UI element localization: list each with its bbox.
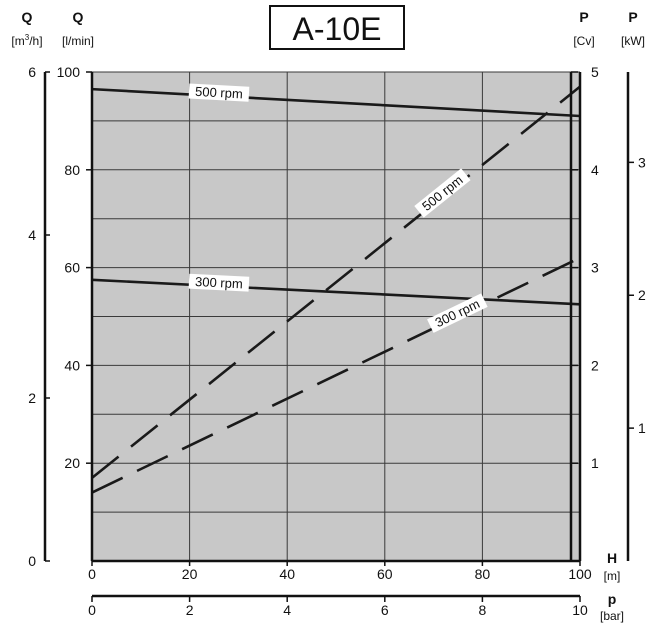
- q-lmin-ticks: 20 40 60 80 100: [57, 64, 92, 471]
- p-kw-symbol: P: [628, 9, 637, 25]
- p-bar-tick-label: 4: [283, 602, 291, 618]
- p-cv-tick-label: 3: [591, 260, 599, 276]
- series-line-power-300-rpm: [91, 256, 581, 494]
- title-box: [269, 5, 405, 50]
- q-lmin-unit: [l/min]: [62, 34, 94, 48]
- h-m-symbol: H: [607, 550, 617, 566]
- series-label-group: 500 rpm: [188, 83, 250, 102]
- series-layer: [91, 85, 581, 494]
- chart-title: A-10E: [293, 11, 382, 47]
- p-cv-ticks: 1 2 3 4 5: [571, 64, 599, 471]
- series-label: 500 rpm: [195, 84, 243, 102]
- series-label-bg: [188, 273, 250, 292]
- q-m3h-tick-label: 4: [28, 227, 36, 243]
- h-m-tick-label: 0: [88, 566, 96, 582]
- p-cv-tick-label: 2: [591, 357, 599, 373]
- p-bar-tick-label: 2: [186, 602, 194, 618]
- q-lmin-tick-label: 80: [64, 162, 80, 178]
- p-bar-tick-label: 8: [479, 602, 487, 618]
- h-m-tick-label: 80: [475, 566, 491, 582]
- series-line-power-500-rpm: [91, 85, 581, 479]
- p-kw-tick-label: 1: [638, 420, 646, 436]
- q-lmin-tick-label: 100: [57, 64, 81, 80]
- series-line-flow-300-rpm: [91, 278, 581, 306]
- series-label-bg: [414, 168, 471, 218]
- q-m3h-tick-label: 0: [28, 553, 36, 569]
- h-m-unit: [m]: [604, 569, 621, 583]
- p-bar-unit: [bar]: [600, 609, 624, 623]
- p-bar-ticks: 0 2 4 6 8 10: [88, 596, 588, 618]
- q-m3h-symbol: Q: [22, 9, 33, 25]
- q-lmin-tick-label: 60: [64, 260, 80, 276]
- q-m3h-ticks: 0 2 4 6: [28, 64, 50, 569]
- p-cv-symbol: P: [579, 9, 588, 25]
- series-label-bg: [427, 293, 488, 333]
- series-line-flow-500-rpm: [91, 87, 581, 118]
- h-m-tick-label: 60: [377, 566, 393, 582]
- h-m-ticks: 0 20 40 60 80 100: [88, 561, 592, 582]
- series-label-bg: [188, 83, 250, 102]
- h-m-tick-label: 100: [568, 566, 592, 582]
- p-kw-ticks: 1 2 3: [628, 154, 646, 436]
- p-kw-tick-label: 2: [638, 287, 646, 303]
- q-m3h-unit: [m3/h]: [11, 33, 42, 48]
- p-bar-tick-label: 10: [572, 602, 588, 618]
- p-cv-unit: [Cv]: [573, 34, 594, 48]
- p-kw-unit: [kW]: [621, 34, 645, 48]
- p-cv-tick-label: 1: [591, 455, 599, 471]
- series-label-group: 300 rpm: [188, 273, 250, 292]
- p-bar-tick-label: 0: [88, 602, 96, 618]
- h-m-tick-label: 20: [182, 566, 198, 582]
- q-m3h-tick-label: 2: [28, 390, 36, 406]
- q-lmin-symbol: Q: [73, 9, 84, 25]
- q-m3h-tick-label: 6: [28, 64, 36, 80]
- p-cv-tick-label: 5: [591, 64, 599, 80]
- p-kw-tick-label: 3: [638, 154, 646, 170]
- p-cv-tick-label: 4: [591, 162, 599, 178]
- series-label: 300 rpm: [195, 274, 243, 291]
- p-bar-tick-label: 6: [381, 602, 389, 618]
- q-lmin-tick-label: 40: [64, 357, 80, 373]
- q-lmin-tick-label: 20: [64, 455, 80, 471]
- h-m-tick-label: 40: [279, 566, 295, 582]
- p-bar-symbol: p: [608, 591, 617, 607]
